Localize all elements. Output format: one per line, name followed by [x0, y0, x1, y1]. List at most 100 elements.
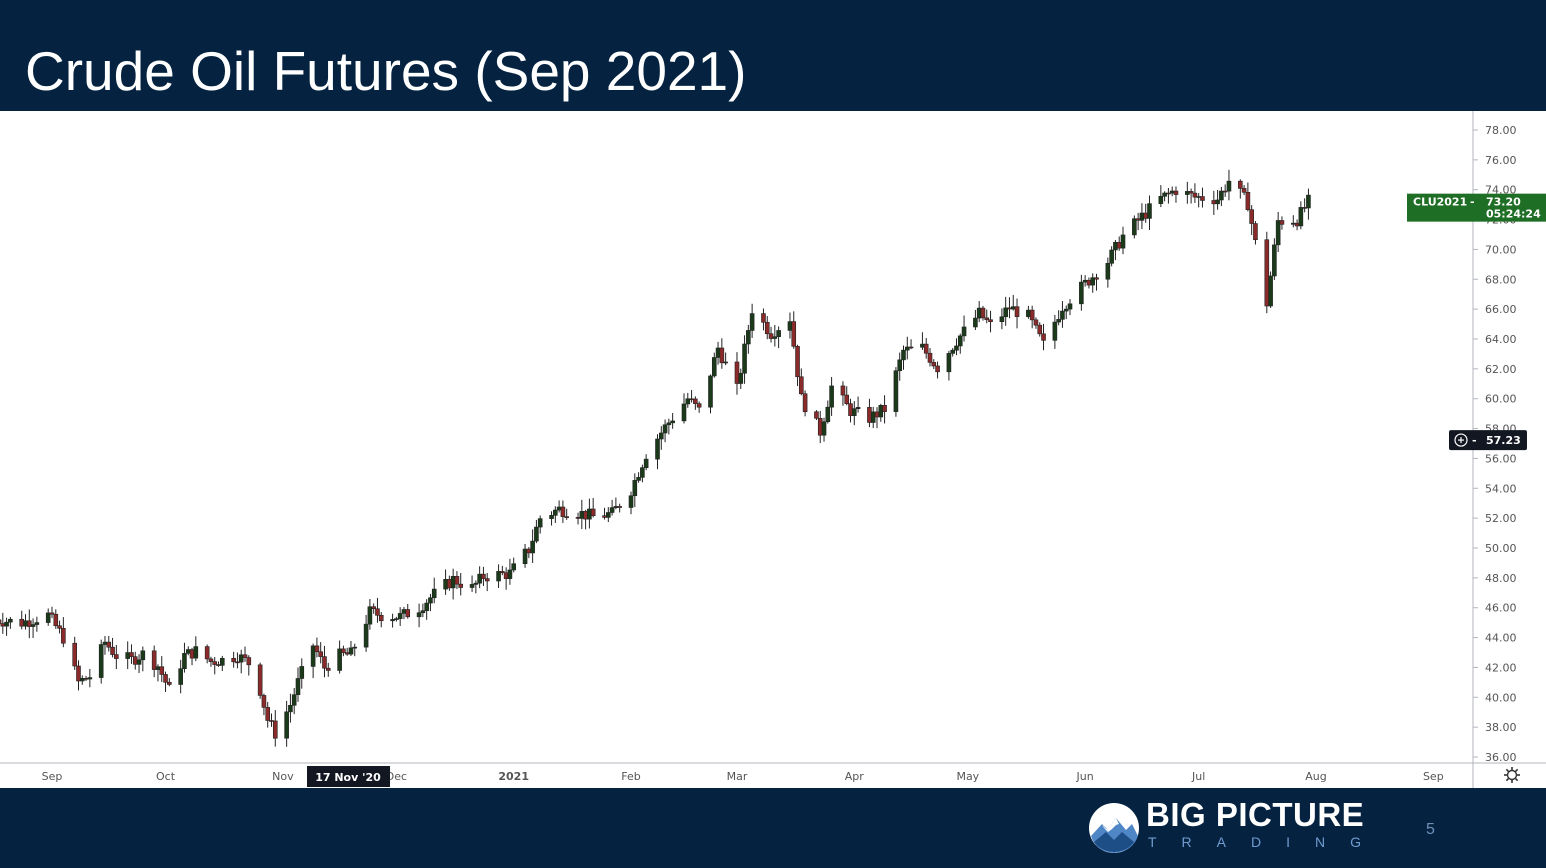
candle	[291, 687, 297, 715]
candle	[136, 654, 142, 674]
candle	[367, 598, 373, 630]
candle	[549, 511, 554, 526]
candle	[26, 609, 32, 639]
candle-body	[72, 642, 78, 667]
candle-body	[397, 613, 403, 619]
candle-body	[802, 393, 808, 413]
candle	[1158, 185, 1164, 208]
candle	[79, 675, 85, 685]
candle-body	[961, 326, 967, 337]
candle	[685, 392, 691, 408]
candle-body	[57, 625, 62, 629]
candle	[23, 614, 28, 630]
candle-body	[1026, 309, 1031, 317]
candle-body	[1010, 306, 1016, 310]
candle	[87, 668, 93, 688]
candle-body	[19, 618, 25, 627]
candle	[1056, 310, 1061, 326]
candle-body	[522, 548, 528, 565]
candle-body	[1105, 262, 1111, 280]
candle-body	[110, 646, 115, 655]
candle-body	[655, 438, 660, 460]
x-tick-label: Oct	[156, 770, 176, 783]
crosshair-date-label: 17 Nov '20	[315, 771, 381, 784]
candle	[851, 401, 857, 426]
x-tick-label: Feb	[621, 770, 640, 783]
candle-body	[473, 582, 479, 585]
candle-body	[708, 375, 713, 408]
big-picture-trading-logo: BIG PICTURE TRADING	[1088, 796, 1388, 856]
candle	[602, 507, 607, 520]
y-tick-label: 66.00	[1485, 303, 1517, 316]
candle	[973, 309, 978, 330]
candle	[874, 407, 880, 429]
candle-body	[897, 359, 903, 372]
candle-body	[129, 652, 134, 657]
y-tick-label: 48.00	[1485, 572, 1517, 585]
candle	[537, 515, 543, 534]
candle	[1079, 274, 1084, 311]
candle	[1029, 305, 1035, 329]
candle-body	[606, 512, 611, 518]
candle-body	[1007, 307, 1012, 310]
candle-body	[314, 645, 320, 653]
candle-body	[579, 511, 585, 519]
candle-body	[1275, 220, 1281, 246]
candle-body	[662, 424, 668, 434]
y-tick-label: 36.00	[1485, 751, 1517, 764]
candle-body	[1086, 279, 1092, 286]
candle	[999, 308, 1005, 330]
candle	[450, 568, 456, 600]
candle-body	[530, 540, 535, 554]
candle-body	[76, 665, 81, 682]
chart-panel[interactable]: 78.0076.0074.0072.0070.0068.0066.0064.00…	[0, 111, 1546, 788]
candle	[749, 303, 755, 338]
slide-title: Crude Oil Futures (Sep 2021)	[25, 40, 747, 102]
candle	[1116, 236, 1122, 251]
candle-body	[643, 458, 649, 468]
x-tick-label: Sep	[1423, 770, 1444, 783]
crosshair-price-tag[interactable]: -57.23	[1449, 430, 1527, 451]
candle-body	[481, 573, 486, 579]
candle	[1094, 273, 1099, 291]
candle-body	[341, 648, 346, 653]
candle-body	[761, 313, 766, 323]
candle	[761, 308, 766, 331]
mountain-logo-icon	[1089, 803, 1139, 853]
candle-body	[182, 653, 187, 670]
candle-body	[291, 694, 297, 706]
candle-body	[537, 518, 543, 528]
candle	[954, 338, 959, 356]
candle	[628, 491, 634, 515]
candle	[424, 599, 429, 620]
candle-body	[132, 656, 138, 665]
candle	[125, 641, 130, 670]
candle-body	[1302, 207, 1307, 209]
candle-body	[1245, 191, 1251, 210]
candle-body	[140, 650, 146, 661]
candle	[1215, 189, 1220, 210]
candle	[1169, 186, 1175, 197]
last-price-tag-bg	[1407, 193, 1546, 222]
candle-body	[219, 657, 225, 666]
candle-body	[1279, 220, 1285, 225]
candle	[632, 473, 638, 508]
candle	[208, 656, 214, 667]
candle-body	[957, 335, 963, 347]
candle-body	[167, 681, 172, 685]
candle	[1003, 296, 1008, 326]
candle-body	[689, 398, 694, 401]
settings-gear-icon[interactable]	[1504, 767, 1520, 783]
candlestick-chart[interactable]: 78.0076.0074.0072.0070.0068.0066.0064.00…	[0, 111, 1546, 788]
candle	[950, 347, 955, 357]
candle-body	[1132, 218, 1137, 236]
candle-body	[1060, 310, 1065, 320]
candle	[1222, 184, 1228, 197]
candle	[106, 636, 112, 652]
candle	[587, 498, 592, 529]
candle	[0, 619, 2, 624]
candle-body	[246, 657, 252, 666]
candle	[34, 616, 40, 632]
candle	[1037, 322, 1043, 337]
candle	[870, 406, 876, 429]
